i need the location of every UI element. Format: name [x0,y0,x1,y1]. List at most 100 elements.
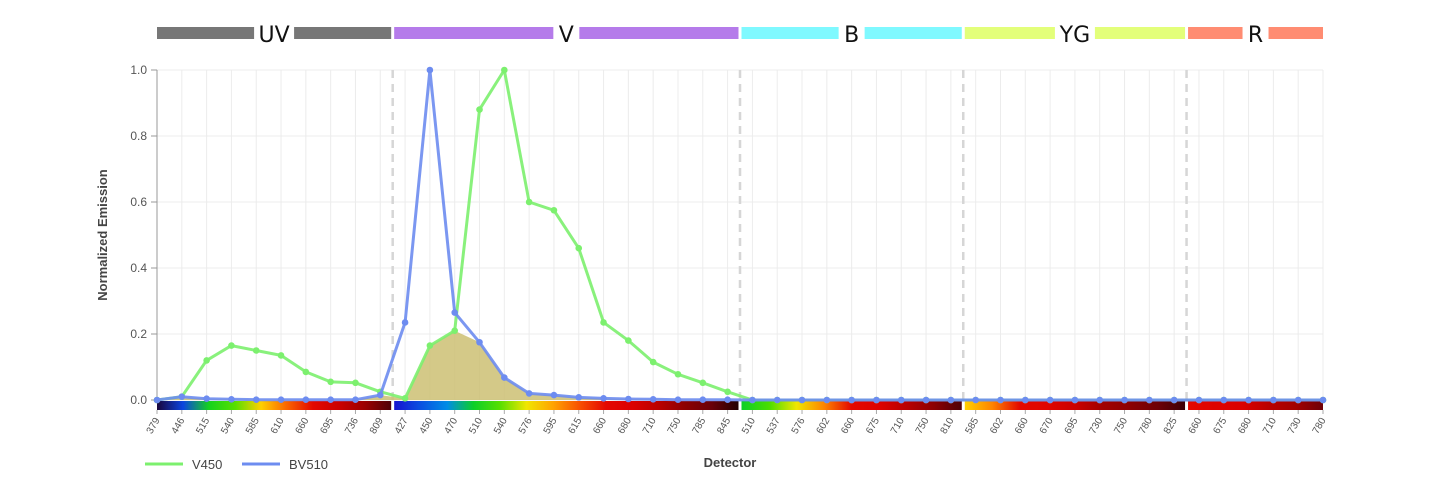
x-tick-label: 780 [1137,416,1155,436]
data-point[interactable] [699,396,707,403]
data-point[interactable] [1319,396,1327,404]
data-point[interactable] [451,327,459,335]
data-point[interactable] [252,396,260,403]
x-tick-label: 825 [1162,416,1180,436]
y-tick-label: 0.8 [130,129,147,143]
x-tick-label: 660 [294,416,312,436]
y-tick-label: 1.0 [130,63,147,77]
x-tick-label: 470 [442,416,460,436]
x-tick-label: 602 [988,416,1006,436]
x-tick-label: 660 [1013,416,1031,436]
data-point[interactable] [178,393,186,401]
data-point[interactable] [749,396,756,404]
data-point[interactable] [699,379,707,387]
data-point[interactable] [501,66,508,74]
data-point[interactable] [352,396,359,403]
laser-bar-uv [157,27,255,39]
data-point[interactable] [550,391,558,399]
series-line-bv510 [156,68,1323,402]
data-point[interactable] [575,394,583,401]
data-point[interactable] [674,396,682,403]
data-point[interactable] [1146,396,1153,404]
legend-label-bv510[interactable]: BV510 [289,457,328,472]
data-point[interactable] [203,357,210,364]
data-point[interactable] [153,396,161,404]
data-point[interactable] [600,319,607,326]
data-point[interactable] [352,379,359,387]
data-point[interactable] [1245,396,1252,404]
data-point[interactable] [501,374,508,381]
x-tick-label: 537 [765,416,783,436]
data-point[interactable] [476,106,483,113]
data-point[interactable] [1071,396,1079,404]
data-point[interactable] [376,391,384,399]
data-point[interactable] [798,396,806,404]
data-point[interactable] [575,244,583,252]
laser-bar-b [741,27,839,39]
x-tick-label: 540 [492,416,510,436]
data-point[interactable] [922,396,930,404]
data-point[interactable] [848,396,855,404]
data-point[interactable] [649,396,657,403]
data-point[interactable] [327,396,334,403]
laser-bar-v [579,27,739,39]
data-point[interactable] [252,347,260,354]
data-point[interactable] [1021,396,1029,404]
data-point[interactable] [327,378,334,386]
data-point[interactable] [451,309,459,316]
data-point[interactable] [476,338,483,346]
data-point[interactable] [625,337,632,344]
data-point[interactable] [277,352,285,359]
data-point[interactable] [426,66,434,74]
data-point[interactable] [1121,396,1128,404]
x-tick-label: 576 [517,416,535,436]
data-point[interactable] [873,396,880,404]
data-point[interactable] [550,206,558,214]
data-point[interactable] [228,396,235,403]
x-tick-label: 675 [864,416,882,436]
data-point[interactable] [724,396,731,403]
detector-spectrum-yg [964,401,1186,410]
data-point[interactable] [724,388,731,396]
data-point[interactable] [972,396,979,404]
x-tick-label: 810 [939,416,957,436]
x-axis-ticks: 379 446 515 540 585 610 660 695 736 809 427 450 470 5… [145,410,1329,436]
data-point[interactable] [426,342,434,349]
x-tick-label: 585 [244,416,262,436]
laser-bar-yg [964,27,1055,39]
data-point[interactable] [525,198,533,206]
data-point[interactable] [525,390,533,397]
legend-label-v450[interactable]: V450 [192,457,222,472]
data-point[interactable] [997,396,1004,404]
data-point[interactable] [625,395,632,403]
data-point[interactable] [1270,396,1277,404]
data-point[interactable] [1096,396,1104,404]
data-point[interactable] [947,396,955,404]
data-point[interactable] [228,342,235,349]
data-point[interactable] [401,319,409,326]
x-tick-label: 750 [914,416,932,436]
data-point[interactable] [897,396,905,404]
data-point[interactable] [1046,396,1054,404]
data-point[interactable] [1294,396,1302,404]
data-point[interactable] [1220,396,1228,404]
x-tick-label: 750 [1112,416,1130,436]
data-point[interactable] [649,358,657,366]
data-point[interactable] [302,368,310,376]
data-point[interactable] [203,395,210,402]
data-point[interactable] [302,396,310,403]
data-point[interactable] [1195,396,1203,404]
data-point[interactable] [277,396,285,403]
data-point[interactable] [1170,396,1178,404]
laser-bars: UV V B YG R [157,23,1323,48]
x-tick-label: 730 [1087,416,1105,436]
y-axis-ticks: 0.0 0.2 0.4 0.6 0.8 1.0 [130,63,158,407]
x-tick-label: 730 [1286,416,1304,436]
data-point[interactable] [773,396,781,404]
x-tick-label: 379 [145,416,163,436]
data-point[interactable] [823,396,831,404]
data-point[interactable] [674,370,682,378]
data-point[interactable] [600,395,607,402]
data-point[interactable] [401,395,409,402]
